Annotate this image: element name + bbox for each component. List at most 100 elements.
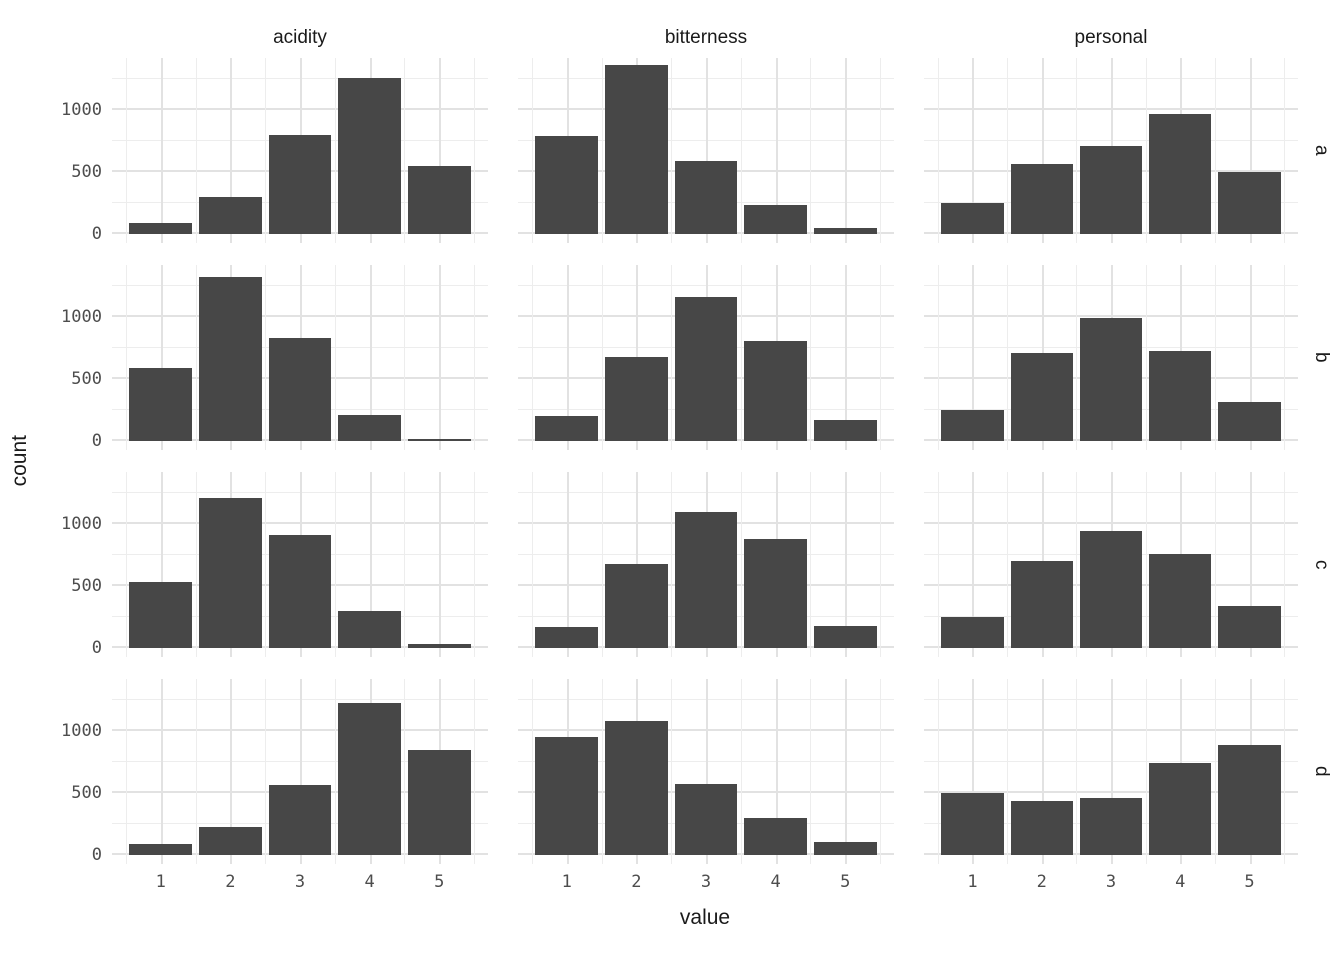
x-tick-label-4: 4 bbox=[1175, 872, 1186, 892]
facet-row-label-d: d bbox=[1311, 766, 1332, 777]
x-tick-label-5: 5 bbox=[1244, 872, 1255, 892]
gridline-major-x-2 bbox=[230, 679, 233, 864]
gridline-minor-x-0.5 bbox=[937, 58, 939, 243]
gridline-minor-x-3.5 bbox=[1145, 58, 1147, 243]
gridline-minor-x-2.5 bbox=[1076, 58, 1078, 243]
gridline-minor-x-2.5 bbox=[1076, 472, 1078, 657]
bar-x4 bbox=[1149, 553, 1212, 649]
bar-x2 bbox=[605, 721, 668, 856]
bar-x3 bbox=[674, 297, 738, 442]
gridline-minor-x-0.5 bbox=[125, 58, 127, 243]
gridline-major-x-3 bbox=[300, 679, 302, 864]
x-tick-label-5: 5 bbox=[840, 872, 851, 892]
gridline-minor-x-0.5 bbox=[531, 265, 533, 450]
bar-x4 bbox=[1149, 113, 1212, 235]
facet-row-label-a: a bbox=[1311, 145, 1332, 156]
bar-x4 bbox=[744, 340, 807, 442]
bar-x3 bbox=[1079, 798, 1143, 856]
bar-x5 bbox=[407, 643, 471, 649]
gridline-minor-x-1.5 bbox=[195, 265, 197, 450]
gridline-major-x-4 bbox=[369, 265, 372, 450]
facet-row-strip-b: b bbox=[1298, 265, 1344, 450]
gridline-minor-x-3.5 bbox=[740, 472, 742, 657]
bar-x1 bbox=[535, 737, 599, 856]
gridline-minor-x-1.5 bbox=[601, 472, 603, 657]
gridline-major-x-4 bbox=[369, 472, 372, 657]
y-tick-label-1000: 1000 bbox=[61, 514, 102, 535]
gridline-major-x-5 bbox=[845, 679, 848, 864]
gridline-minor-x-1.5 bbox=[1007, 58, 1009, 243]
y-tick-label-0: 0 bbox=[91, 431, 102, 452]
gridline-major-x-5 bbox=[1249, 265, 1252, 450]
bar-x5 bbox=[813, 625, 877, 649]
gridline-minor-x-2.5 bbox=[265, 265, 267, 450]
gridline-minor-x-4.5 bbox=[810, 265, 812, 450]
y-tick-label-1000: 1000 bbox=[61, 307, 102, 328]
bar-x5 bbox=[1218, 172, 1281, 235]
gridline-minor-x-4.5 bbox=[1214, 265, 1216, 450]
bar-x3 bbox=[1079, 530, 1143, 649]
bar-x3 bbox=[268, 338, 332, 442]
facet-row-label-c: c bbox=[1311, 559, 1332, 570]
gridline-major-x-5 bbox=[439, 472, 442, 657]
gridline-major-x-1 bbox=[160, 265, 163, 450]
gridline-major-x-1 bbox=[972, 265, 975, 450]
gridline-minor-x-0.5 bbox=[937, 265, 939, 450]
facet-row-strip-c: c bbox=[1298, 472, 1344, 657]
x-tick-label-5: 5 bbox=[434, 872, 445, 892]
x-tick-labels-acidity: 1 2 3 4 5 bbox=[112, 864, 488, 900]
gridline-minor-x-5.5 bbox=[880, 58, 882, 243]
y-tick-labels-row-a: 0 500 1000 bbox=[0, 58, 112, 244]
bar-x2 bbox=[1010, 561, 1073, 649]
panel-b-acidity bbox=[112, 265, 488, 450]
bar-x1 bbox=[535, 416, 599, 442]
bar-x5 bbox=[407, 438, 471, 442]
bar-x4 bbox=[744, 204, 807, 235]
bar-x3 bbox=[674, 161, 738, 235]
x-tick-labels-bitterness: 1 2 3 4 5 bbox=[518, 864, 894, 900]
gridline-minor-x-3.5 bbox=[334, 472, 336, 657]
bar-x1 bbox=[941, 410, 1004, 442]
gridline-major-x-2 bbox=[230, 58, 233, 243]
facet-column-title-acidity: acidity bbox=[273, 27, 327, 48]
bar-x1 bbox=[129, 844, 193, 856]
gridline-minor-x-0.5 bbox=[531, 679, 533, 864]
gridline-minor-x-2.5 bbox=[265, 679, 267, 864]
gridline-minor-x-4.5 bbox=[404, 679, 406, 864]
gridline-minor-x-5.5 bbox=[474, 265, 476, 450]
gridline-minor-x-0.5 bbox=[125, 679, 127, 864]
bar-x5 bbox=[1218, 744, 1281, 856]
bar-x3 bbox=[268, 784, 332, 856]
bar-x1 bbox=[941, 616, 1004, 649]
y-tick-label-0: 0 bbox=[91, 638, 102, 659]
gridline-minor-x-2.5 bbox=[671, 265, 673, 450]
x-tick-label-2: 2 bbox=[631, 872, 642, 892]
x-tick-labels-personal: 1 2 3 4 5 bbox=[924, 864, 1298, 900]
gridline-minor-x-5.5 bbox=[1284, 472, 1286, 657]
panel-c-bitterness bbox=[518, 472, 894, 657]
y-tick-label-500: 500 bbox=[71, 576, 102, 597]
panel-b-personal bbox=[924, 265, 1298, 450]
bar-x1 bbox=[129, 581, 193, 649]
gridline-minor-x-2.5 bbox=[671, 472, 673, 657]
gridline-minor-x-1.5 bbox=[195, 472, 197, 657]
gridline-minor-x-1.5 bbox=[601, 58, 603, 243]
bar-x5 bbox=[813, 228, 877, 235]
gridline-minor-x-2.5 bbox=[1076, 265, 1078, 450]
bar-x4 bbox=[338, 611, 401, 649]
gridline-minor-x-4.5 bbox=[404, 58, 406, 243]
x-tick-label-1: 1 bbox=[155, 872, 166, 892]
bar-x4 bbox=[1149, 763, 1212, 856]
panel-d-acidity bbox=[112, 679, 488, 864]
gridline-minor-x-4.5 bbox=[1214, 472, 1216, 657]
bar-x4 bbox=[744, 539, 807, 649]
gridline-major-x-5 bbox=[1249, 472, 1252, 657]
panel-d-personal bbox=[924, 679, 1298, 864]
bar-x2 bbox=[1010, 163, 1073, 235]
facet-column-title-personal: personal bbox=[1074, 27, 1148, 48]
gridline-major-x-4 bbox=[775, 679, 778, 864]
bar-x2 bbox=[199, 498, 262, 649]
y-tick-labels-row-b: 0 500 1000 bbox=[0, 265, 112, 452]
x-tick-label-4: 4 bbox=[770, 872, 781, 892]
